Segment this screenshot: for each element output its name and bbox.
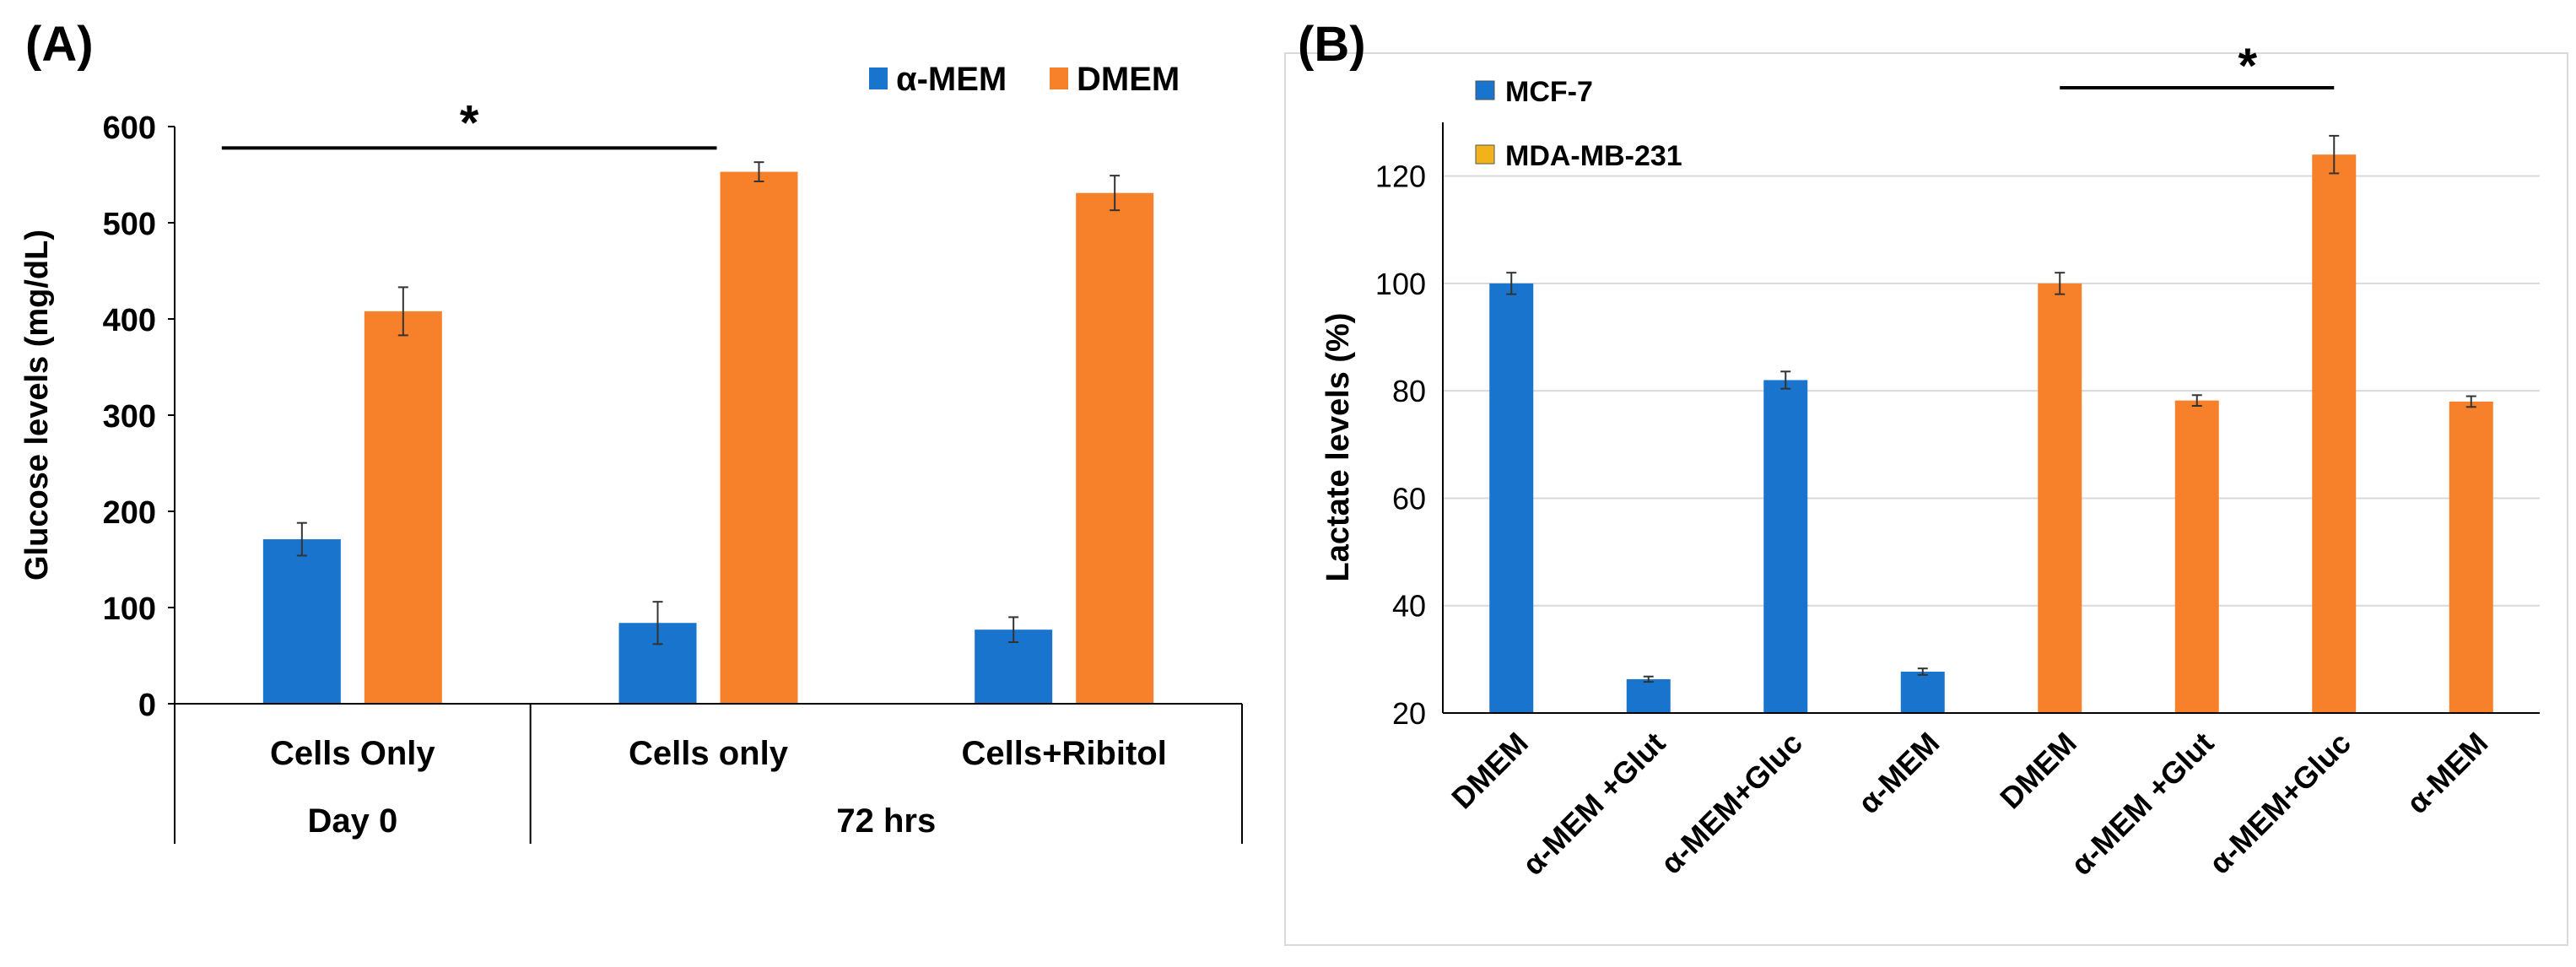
panel-b-x-tick-label: DMEM bbox=[1445, 726, 1535, 816]
panel-a-y-tick-label: 100 bbox=[103, 592, 156, 627]
panel-a-bar bbox=[1076, 192, 1154, 704]
panel-b-y-tick-label: 20 bbox=[1392, 696, 1426, 731]
panel-a-error-bars bbox=[296, 161, 1121, 646]
panel-b-frame bbox=[1284, 52, 2568, 946]
legend-label-dmem: DMEM bbox=[1077, 61, 1180, 98]
panel-b-significance: * bbox=[2060, 39, 2335, 94]
panel-b-bars bbox=[1489, 154, 2493, 713]
legend-swatch-mcf7 bbox=[1475, 80, 1495, 100]
panel-b-y-tick-label: 120 bbox=[1375, 159, 1426, 194]
legend-label-mcf7: MCF-7 bbox=[1505, 76, 1593, 108]
panel-a-group-label: Day 0 bbox=[307, 802, 397, 840]
panel-b-bar bbox=[1489, 283, 1534, 713]
panel-b-legend: MCF-7 MDA-MB-231 bbox=[1475, 76, 1682, 172]
panel-a-y-tick-label: 500 bbox=[103, 207, 156, 242]
panel-a-y-tick-label: 0 bbox=[138, 688, 156, 723]
panel-a-y-tick-label: 400 bbox=[103, 303, 156, 338]
panel-b-y-tick-label: 60 bbox=[1392, 481, 1426, 516]
panel-b-x-tick-label: α-MEM +Glut bbox=[1515, 726, 1671, 882]
legend-label-mda-mb-231: MDA-MB-231 bbox=[1505, 140, 1682, 172]
panel-a-y-tick-label: 600 bbox=[103, 111, 156, 146]
panel-b-x-tick-label: α-MEM bbox=[2400, 726, 2495, 821]
panel-a-x-tick-label: Cells only bbox=[629, 735, 789, 772]
panel-a-x-tick-label: Cells Only bbox=[270, 735, 435, 772]
panel-a-group-labels: Day 0 72 hrs bbox=[307, 802, 936, 840]
panel-a-x-tick-label: Cells+Ribitol bbox=[961, 735, 1166, 772]
panel-a-y-tick-label: 300 bbox=[103, 399, 156, 435]
panel-b-y-tick-label: 100 bbox=[1375, 267, 1426, 301]
panel-b-axes bbox=[1442, 122, 2540, 714]
panel-b-bar bbox=[2174, 400, 2219, 713]
panel-b-significance-star: * bbox=[2238, 39, 2257, 94]
panel-b-y-tick-label: 40 bbox=[1392, 589, 1426, 624]
panel-a-y-tick-labels: 0 100 200 300 400 500 600 bbox=[103, 111, 156, 723]
panel-b-bar bbox=[2038, 283, 2082, 713]
panel-a: (A) Glucose levels (mg/dL) 0 100 200 300 400… bbox=[19, 17, 1243, 844]
legend-swatch-alpha-mem bbox=[869, 68, 888, 89]
panel-b-y-tick-label: 80 bbox=[1392, 374, 1426, 408]
panel-b-bar bbox=[1626, 678, 1671, 713]
panel-a-y-tick-label: 200 bbox=[103, 495, 156, 531]
legend-label-alpha-mem: α-MEM bbox=[896, 61, 1007, 98]
panel-a-bar bbox=[262, 539, 341, 704]
panel-a-label: (A) bbox=[25, 17, 94, 72]
panel-b-x-tick-label: α-MEM +Glut bbox=[2064, 726, 2220, 882]
panel-b-error-bars bbox=[1506, 134, 2476, 683]
legend-swatch-mda-mb-231 bbox=[1475, 144, 1495, 165]
panel-b-bar bbox=[2449, 401, 2493, 713]
panel-a-significance: * bbox=[221, 95, 717, 150]
panel-a-bar bbox=[720, 171, 798, 704]
panel-b: (B) Lactate levels (%) 20 40 60 80 100 120 DM… bbox=[1284, 17, 2568, 946]
panel-b-y-tick-labels: 20 40 60 80 100 120 bbox=[1375, 159, 1426, 731]
panel-b-x-tick-label: α-MEM+Gluc bbox=[2202, 726, 2357, 881]
panel-b-x-tick-label: α-MEM+Gluc bbox=[1654, 726, 1809, 881]
panel-b-label: (B) bbox=[1298, 17, 1366, 72]
panel-b-bar bbox=[2312, 154, 2357, 713]
panel-b-y-axis-title: Lactate levels (%) bbox=[1320, 313, 1356, 582]
panel-a-legend: α-MEM DMEM bbox=[869, 61, 1180, 98]
panel-a-axes bbox=[168, 126, 1243, 844]
panel-a-group-label: 72 hrs bbox=[836, 802, 936, 840]
panel-b-x-tick-label: α-MEM bbox=[1851, 726, 1947, 821]
panel-a-significance-star: * bbox=[460, 95, 479, 150]
panel-b-bar bbox=[1763, 380, 1808, 713]
panel-b-bar bbox=[1900, 672, 1945, 713]
legend-swatch-dmem bbox=[1050, 68, 1068, 89]
panel-a-y-axis-title: Glucose levels (mg/dL) bbox=[19, 230, 55, 581]
panel-b-x-tick-label: DMEM bbox=[1993, 726, 2083, 816]
panel-a-x-tick-labels: Cells Only Cells only Cells+Ribitol bbox=[270, 735, 1167, 772]
panel-a-bar bbox=[364, 311, 442, 704]
panel-b-gridlines bbox=[1443, 175, 2540, 607]
panel-a-bars bbox=[262, 171, 1154, 704]
